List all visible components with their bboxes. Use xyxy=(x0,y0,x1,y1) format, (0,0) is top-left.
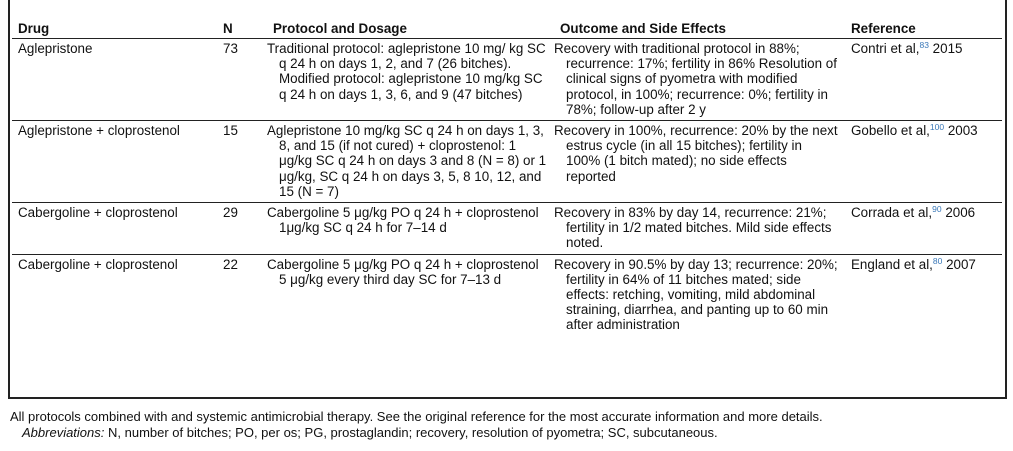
table-header-row: Drug N Protocol and Dosage Outcome and S… xyxy=(12,18,1002,39)
reference-cell: Corrada et al,90 2006 xyxy=(845,202,1002,255)
table-row: Aglepristone 73 Traditional protocol: ag… xyxy=(12,38,1002,122)
reference-citation-link[interactable]: 100 xyxy=(929,122,945,133)
drug-cell: Aglepristone xyxy=(12,38,217,122)
reference-year: 2007 xyxy=(942,256,976,272)
reference-cell: Contri et al,83 2015 xyxy=(845,38,1002,122)
abbreviations-label: Abbreviations: xyxy=(22,425,105,440)
n-cell: 22 xyxy=(223,256,238,272)
reference-author: Gobello et al, xyxy=(851,123,930,139)
n-cell: 15 xyxy=(217,120,267,204)
protocol-cell: Aglepristone 10 mg/kg SC q 24 h on days … xyxy=(267,120,554,204)
reference-citation-link[interactable]: 80 xyxy=(932,255,943,266)
protocol-cell: Cabergoline 5 μg/kg PO q 24 h + cloprost… xyxy=(267,202,554,255)
abbreviations-text: N, number of bitches; PO, per os; PG, pr… xyxy=(104,425,718,440)
table-frame xyxy=(8,0,1007,399)
reference-citation-link[interactable]: 83 xyxy=(919,40,929,50)
header-drug: Drug xyxy=(12,18,217,39)
drug-cell: Cabergoline + cloprostenol xyxy=(18,256,178,272)
outcome-cell: Recovery in 90.5% by day 13; recurrence:… xyxy=(554,256,838,333)
reference-year: 2015 xyxy=(928,41,963,56)
protocol-cell: Traditional protocol: aglepristone 10 mg… xyxy=(267,38,554,122)
outcome-cell: Recovery in 100%, recurrence: 20% by the… xyxy=(554,120,845,204)
treatment-table: Drug N Protocol and Dosage Outcome and S… xyxy=(12,18,1002,336)
header-protocol: Protocol and Dosage xyxy=(267,18,554,39)
footnote-text: All protocols combined with and systemic… xyxy=(10,409,823,424)
drug-cell: Cabergoline + cloprostenol xyxy=(12,202,217,255)
table-row: Aglepristone + cloprostenol 15 Agleprist… xyxy=(12,120,1002,204)
header-reference: Reference xyxy=(845,18,1002,39)
reference-cell: England et al,80 2007 xyxy=(845,254,1002,336)
abbreviations-note: Abbreviations: N, number of bitches; PO,… xyxy=(10,425,1000,441)
drug-cell: Aglepristone + cloprostenol xyxy=(12,120,217,204)
header-n: N xyxy=(217,18,267,39)
n-cell: 29 xyxy=(217,202,267,255)
n-cell: 73 xyxy=(217,38,267,122)
reference-author: Contri et al, xyxy=(851,41,920,56)
outcome-cell: Recovery with traditional protocol in 88… xyxy=(554,38,845,122)
table-footnote: All protocols combined with and systemic… xyxy=(10,409,1000,441)
reference-author: Corrada et al, xyxy=(851,205,933,221)
table-row: Cabergoline + cloprostenol 22 Cabergolin… xyxy=(12,254,1002,336)
protocol-cell: Cabergoline 5 μg/kg PO q 24 h + cloprost… xyxy=(267,256,539,287)
reference-citation-link[interactable]: 90 xyxy=(932,204,942,215)
header-outcome: Outcome and Side Effects xyxy=(554,18,845,39)
outcome-cell: Recovery in 83% by day 14, recurrence: 2… xyxy=(554,202,845,255)
reference-year: 2006 xyxy=(941,205,976,221)
reference-year: 2003 xyxy=(944,123,978,139)
table-row: Cabergoline + cloprostenol 29 Cabergolin… xyxy=(12,202,1002,255)
reference-author: England et al, xyxy=(851,256,933,272)
reference-cell: Gobello et al,100 2003 xyxy=(845,120,1002,204)
